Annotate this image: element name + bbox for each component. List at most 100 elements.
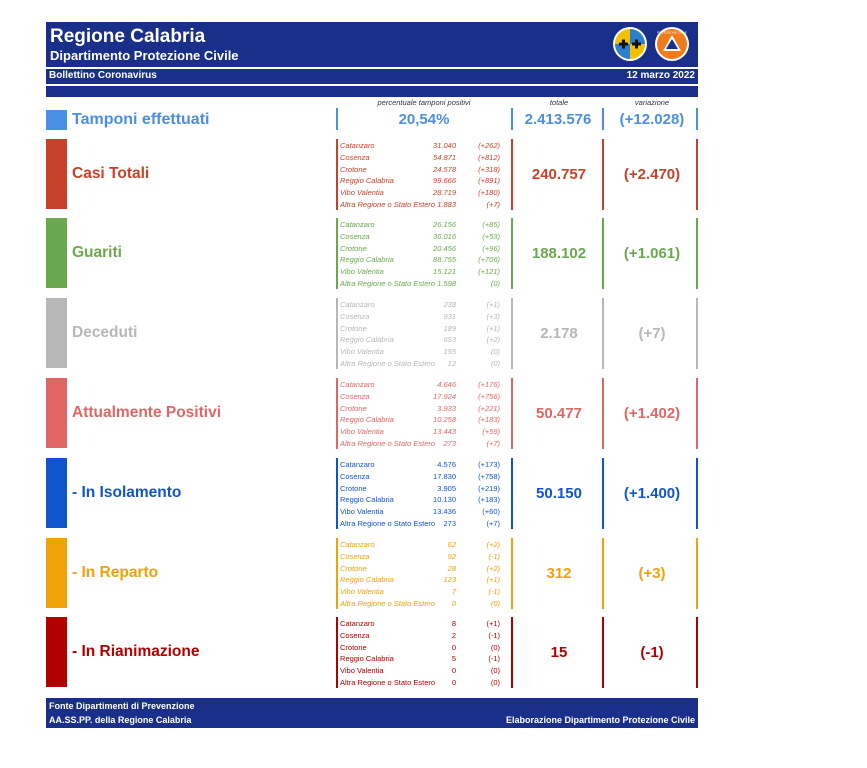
- province-name: Crotone: [340, 323, 367, 333]
- province-delta: (+1): [486, 323, 500, 333]
- category-color-box: [46, 538, 67, 608]
- category-total: 50.150: [536, 485, 582, 502]
- province-delta: (+1): [486, 619, 500, 628]
- province-name: Catanzaro: [340, 460, 375, 469]
- category-divider: [696, 298, 698, 369]
- province-value: 10.130: [433, 495, 456, 505]
- category-label: Guariti: [72, 244, 122, 261]
- province-row: Reggio Calabria 10.258 (+183): [340, 414, 510, 426]
- province-name: Reggio Calabria: [340, 654, 394, 664]
- province-value: 0: [451, 666, 456, 676]
- province-value: 3.905: [437, 483, 456, 493]
- category-divider: [696, 378, 698, 449]
- category-label: - In Reparto: [72, 564, 159, 581]
- province-value: 15.121: [433, 267, 456, 277]
- province-value: 17.924: [433, 391, 456, 401]
- province-name: Vibo Valentia: [340, 188, 384, 198]
- category-variation: (+1.061): [623, 245, 681, 262]
- category-divider: [602, 538, 604, 609]
- category-color-box: [46, 298, 67, 368]
- province-name: Cosenza: [340, 152, 370, 162]
- province-value: 931: [443, 311, 456, 321]
- category-divider: [336, 139, 338, 210]
- province-name: Catanzaro: [340, 619, 375, 628]
- province-row: Crotone 20.456 (+96): [340, 243, 510, 255]
- bulletin-title: Bollettino Coronavirus: [49, 70, 157, 81]
- province-name: Reggio Calabria: [340, 176, 394, 186]
- province-delta: (0): [490, 677, 500, 687]
- category-divider: [336, 298, 338, 369]
- province-delta: (+758): [478, 471, 500, 481]
- province-delta: (-1): [488, 551, 500, 561]
- province-name: Altra Regione o Stato Estero: [340, 438, 436, 448]
- header-banner: Regione Calabria Dipartimento Protezione…: [46, 22, 698, 67]
- province-value: 7: [451, 587, 456, 597]
- province-value: 238: [443, 300, 456, 309]
- category-variation: (+1.400): [623, 485, 681, 502]
- tamponi-total: 2.413.576: [524, 111, 592, 128]
- percent-column-header: percentuale tamponi positivi: [377, 98, 471, 107]
- category-variation: (+3): [638, 565, 666, 582]
- tamponi-divider: [696, 108, 698, 130]
- province-delta: (-1): [488, 654, 500, 664]
- province-name: Altra Regione o Stato Estero: [340, 677, 436, 687]
- province-row: Vibo Valentia 7 (-1): [340, 586, 510, 598]
- province-row: Reggio Calabria 10.130 (+183): [340, 494, 510, 506]
- tamponi-divider: [602, 108, 604, 130]
- province-row: Cosenza 54.871 (+812): [340, 152, 510, 164]
- province-row: Catanzaro 8 (+1): [340, 618, 510, 630]
- province-delta: (+756): [478, 391, 500, 401]
- province-row: Crotone 189 (+1): [340, 323, 510, 335]
- province-name: Reggio Calabria: [340, 255, 394, 265]
- province-table: Catanzaro 62 (+2) Cosenza 92 (-1) Crotone 28 (+2…: [340, 539, 510, 610]
- province-delta: (+180): [478, 188, 500, 198]
- province-name: Crotone: [340, 164, 367, 174]
- province-value: 13.443: [433, 427, 456, 437]
- province-value: 0: [451, 598, 456, 608]
- province-value: 36.016: [433, 231, 456, 241]
- category-total: 50.477: [536, 405, 582, 422]
- bulletin-bar: Bollettino Coronavirus 12 marzo 2022: [46, 69, 698, 84]
- category-variation: (+1.402): [623, 405, 681, 422]
- province-name: Vibo Valentia: [340, 666, 384, 676]
- category-variation: (-1): [640, 644, 664, 661]
- province-row: Vibo Valentia 0 (0): [340, 665, 510, 677]
- province-delta: (+706): [478, 255, 500, 265]
- province-name: Crotone: [340, 642, 367, 652]
- region-title: Regione Calabria: [50, 26, 206, 47]
- footer-source-2: AA.SS.PP. della Regione Calabria: [49, 715, 192, 725]
- province-name: Cosenza: [340, 551, 370, 561]
- province-delta: (0): [490, 642, 500, 652]
- province-name: Crotone: [340, 563, 367, 573]
- province-row: Reggio Calabria 653 (+2): [340, 334, 510, 346]
- province-name: Vibo Valentia: [340, 427, 384, 437]
- category-total: 312: [546, 565, 572, 582]
- province-delta: (+1): [486, 575, 500, 585]
- province-table: Catanzaro 31.040 (+262) Cosenza 54.871 (+812)…: [340, 140, 510, 211]
- province-delta: (+183): [478, 495, 500, 505]
- province-name: Altra Regione o Stato Estero: [340, 199, 436, 209]
- province-delta: (+262): [478, 141, 500, 150]
- total-column-header: totale: [549, 98, 569, 107]
- province-value: 8: [451, 619, 456, 628]
- province-name: Cosenza: [340, 391, 370, 401]
- tamponi-label: Tamponi effettuati: [72, 111, 210, 128]
- province-delta: (-1): [488, 587, 500, 597]
- category-variation: (+7): [638, 325, 666, 342]
- province-row: Cosenza 931 (+3): [340, 311, 510, 323]
- province-name: Reggio Calabria: [340, 575, 394, 585]
- province-value: 0: [451, 677, 456, 687]
- tamponi-divider: [336, 108, 338, 130]
- province-table: Catanzaro 8 (+1) Cosenza 2 (-1) Crotone 0 (0) Reg…: [340, 618, 510, 689]
- province-table: Catanzaro 4.576 (+173) Cosenza 17.830 (+758) C…: [340, 459, 510, 530]
- province-name: Crotone: [340, 483, 367, 493]
- province-delta: (+3): [486, 311, 500, 321]
- tamponi-variation: (+12.028): [619, 111, 685, 128]
- province-row: Crotone 28 (+2): [340, 563, 510, 575]
- category-divider: [511, 378, 513, 449]
- province-row: Catanzaro 26.156 (+85): [340, 219, 510, 231]
- province-name: Altra Regione o Stato Estero: [340, 358, 436, 368]
- province-row: Crotone 0 (0): [340, 642, 510, 654]
- province-row: Catanzaro 238 (+1): [340, 299, 510, 311]
- province-row: Vibo Valentia 13.443 (+59): [340, 426, 510, 438]
